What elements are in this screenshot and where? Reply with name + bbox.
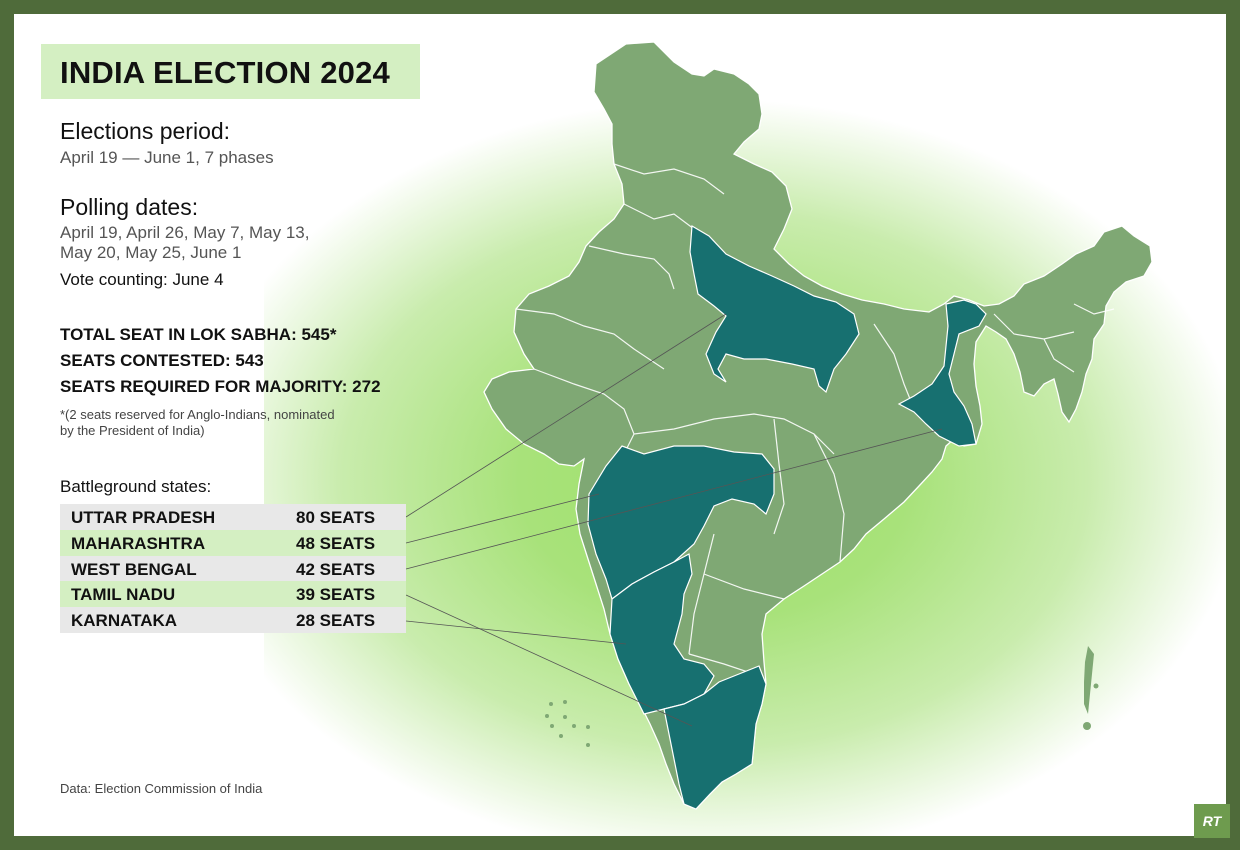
footnote-line2: by the President of India) [60, 423, 205, 438]
state-seats: 48 SEATS [296, 533, 376, 553]
state-name: TAMIL NADU [71, 585, 176, 605]
seats-contested: SEATS CONTESTED: 543 [60, 351, 264, 370]
elections-period-text: April 19 — June 1, 7 phases [60, 148, 274, 167]
polling-dates-line2: May 20, May 25, June 1 [60, 243, 242, 262]
table-row: WEST BENGAL 42 SEATS [60, 555, 406, 582]
data-source: Data: Election Commission of India [60, 781, 263, 796]
battleground-heading: Battleground states: [60, 477, 212, 496]
india-mainland [483, 41, 1153, 810]
battleground-table: UTTAR PRADESH 80 SEATS MAHARASHTRA 48 SE… [60, 504, 406, 633]
elections-period-heading: Elections period: [60, 118, 231, 144]
state-name: WEST BENGAL [71, 559, 197, 579]
title-banner: INDIA ELECTION 2024 [41, 44, 420, 99]
polling-dates-line1: April 19, April 26, May 7, May 13, [60, 223, 310, 242]
state-seats: 42 SEATS [296, 559, 376, 579]
state-seats: 39 SEATS [296, 585, 376, 605]
state-name: MAHARASHTRA [71, 533, 206, 553]
state-borders [515, 163, 1115, 685]
page-title: INDIA ELECTION 2024 [60, 55, 390, 90]
table-row: MAHARASHTRA 48 SEATS [60, 529, 406, 556]
state-seats: 28 SEATS [296, 611, 376, 631]
vote-counting-date: Vote counting: June 4 [60, 270, 224, 289]
state-west-bengal [897, 299, 987, 447]
state-name: KARNATAKA [71, 611, 178, 631]
lakshadweep-islands [545, 700, 590, 747]
india-map [405, 41, 1153, 810]
state-tamil-nadu [663, 665, 767, 810]
state-name: UTTAR PRADESH [71, 508, 216, 527]
table-row: TAMIL NADU 39 SEATS [60, 581, 406, 608]
state-karnataka [609, 553, 715, 715]
leader-lines [405, 313, 943, 727]
polling-dates-heading: Polling dates: [60, 194, 199, 220]
state-maharashtra [587, 445, 775, 600]
rt-logo: RT [1194, 804, 1230, 838]
state-seats: 80 SEATS [296, 508, 376, 527]
table-row: UTTAR PRADESH 80 SEATS [60, 504, 406, 530]
state-uttar-pradesh [689, 224, 860, 394]
andaman-islands [1084, 646, 1094, 714]
seats-majority: SEATS REQUIRED FOR MAJORITY: 272 [60, 377, 381, 396]
table-row: KARNATAKA 28 SEATS [60, 607, 406, 633]
footnote: *(2 seats reserved for Anglo-Indians, no… [60, 407, 380, 439]
total-seats: TOTAL SEAT IN LOK SABHA: 545* [60, 325, 337, 344]
infographic-card: INDIA ELECTION 2024 Elections period: Ap… [14, 14, 1226, 836]
footnote-line1: *(2 seats reserved for Anglo-Indians, no… [60, 407, 335, 422]
